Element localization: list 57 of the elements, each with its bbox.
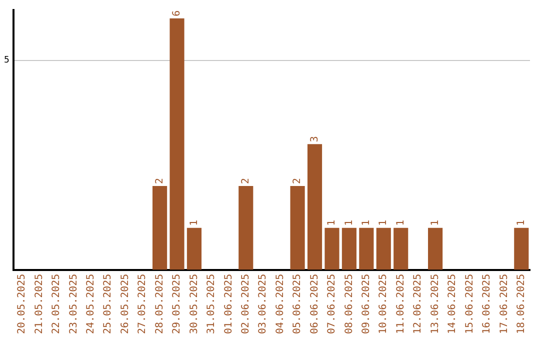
x-tick-label: 07.06.2025 bbox=[326, 274, 338, 334]
data-label: 1 bbox=[188, 220, 200, 226]
data-label: 1 bbox=[378, 220, 390, 226]
bar bbox=[238, 186, 254, 270]
x-tick-label: 21.05.2025 bbox=[34, 274, 45, 334]
bar bbox=[376, 228, 391, 270]
data-label: 1 bbox=[395, 220, 406, 226]
data-label: 3 bbox=[309, 136, 320, 142]
bar bbox=[152, 186, 168, 270]
x-tick-label: 03.06.2025 bbox=[258, 274, 269, 334]
x-tick-label: 08.06.2025 bbox=[344, 274, 355, 334]
bar bbox=[342, 228, 356, 270]
bar bbox=[170, 18, 184, 270]
bar bbox=[324, 228, 340, 270]
x-tick-label: 13.06.2025 bbox=[430, 274, 441, 334]
x-tick-label: 31.05.2025 bbox=[206, 274, 218, 334]
bar bbox=[307, 144, 322, 270]
x-tick-label: 01.06.2025 bbox=[223, 274, 234, 334]
x-tick-label: 10.06.2025 bbox=[378, 274, 390, 334]
bar bbox=[514, 228, 529, 270]
x-tick-label: 28.05.2025 bbox=[154, 274, 166, 334]
x-tick-label: 14.06.2025 bbox=[447, 274, 458, 334]
x-tick-label: 09.06.2025 bbox=[361, 274, 372, 334]
bar bbox=[290, 186, 305, 270]
data-label: 1 bbox=[344, 220, 355, 226]
data-label: 2 bbox=[292, 178, 304, 184]
bar bbox=[428, 228, 443, 270]
x-tick-label: 29.05.2025 bbox=[172, 274, 183, 334]
x-tick-label: 26.05.2025 bbox=[120, 274, 131, 334]
data-label: 6 bbox=[172, 10, 183, 16]
data-label: 1 bbox=[430, 220, 441, 226]
data-label: 2 bbox=[240, 178, 252, 184]
x-tick-label: 18.06.2025 bbox=[516, 274, 527, 334]
x-tick-label: 24.05.2025 bbox=[86, 274, 96, 334]
data-label: 1 bbox=[516, 220, 527, 226]
x-tick-label: 16.06.2025 bbox=[482, 274, 493, 334]
x-tick-label: 12.06.2025 bbox=[412, 274, 424, 334]
x-tick-label: 23.05.2025 bbox=[68, 274, 80, 334]
x-tick-label: 15.06.2025 bbox=[464, 274, 476, 334]
x-tick-label: 02.06.2025 bbox=[240, 274, 252, 334]
x-tick-label: 11.06.2025 bbox=[395, 274, 406, 334]
x-tick-label: 04.06.2025 bbox=[274, 274, 286, 334]
data-label: 1 bbox=[326, 220, 338, 226]
bar bbox=[359, 228, 374, 270]
x-tick-label: 20.05.2025 bbox=[16, 274, 28, 334]
bar bbox=[394, 228, 408, 270]
bar bbox=[186, 228, 202, 270]
x-tick-label: 22.05.2025 bbox=[51, 274, 62, 334]
x-tick-label: 27.05.2025 bbox=[137, 274, 148, 334]
data-label: 1 bbox=[361, 220, 372, 226]
x-tick-label: 05.06.2025 bbox=[292, 274, 304, 334]
x-tick-label: 25.05.2025 bbox=[102, 274, 114, 334]
x-tick-label: 06.06.2025 bbox=[309, 274, 320, 334]
x-tick-label: 30.05.2025 bbox=[188, 274, 200, 334]
x-tick-label: 17.06.2025 bbox=[498, 274, 510, 334]
data-label: 2 bbox=[154, 178, 166, 184]
y-tick-label: 5 bbox=[4, 56, 10, 66]
